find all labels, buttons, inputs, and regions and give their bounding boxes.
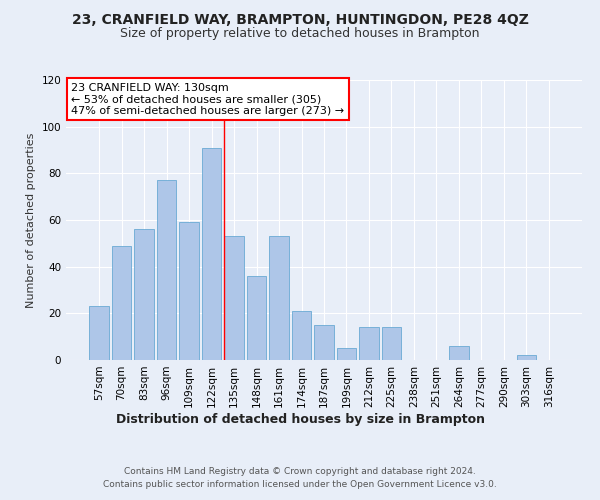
Text: Contains HM Land Registry data © Crown copyright and database right 2024.
Contai: Contains HM Land Registry data © Crown c… bbox=[103, 468, 497, 489]
Bar bbox=[382, 328, 401, 360]
Text: Size of property relative to detached houses in Brampton: Size of property relative to detached ho… bbox=[120, 28, 480, 40]
Bar bbox=[449, 346, 469, 360]
Bar bbox=[517, 356, 536, 360]
Bar bbox=[269, 236, 289, 360]
Text: Distribution of detached houses by size in Brampton: Distribution of detached houses by size … bbox=[115, 412, 485, 426]
Bar bbox=[292, 311, 311, 360]
Text: 23, CRANFIELD WAY, BRAMPTON, HUNTINGDON, PE28 4QZ: 23, CRANFIELD WAY, BRAMPTON, HUNTINGDON,… bbox=[71, 12, 529, 26]
Y-axis label: Number of detached properties: Number of detached properties bbox=[26, 132, 36, 308]
Bar bbox=[247, 276, 266, 360]
Bar bbox=[157, 180, 176, 360]
Bar bbox=[202, 148, 221, 360]
Bar bbox=[179, 222, 199, 360]
Bar bbox=[112, 246, 131, 360]
Bar bbox=[134, 230, 154, 360]
Bar bbox=[359, 328, 379, 360]
Bar bbox=[314, 325, 334, 360]
Bar bbox=[89, 306, 109, 360]
Bar bbox=[337, 348, 356, 360]
Text: 23 CRANFIELD WAY: 130sqm
← 53% of detached houses are smaller (305)
47% of semi-: 23 CRANFIELD WAY: 130sqm ← 53% of detach… bbox=[71, 83, 344, 116]
Bar bbox=[224, 236, 244, 360]
